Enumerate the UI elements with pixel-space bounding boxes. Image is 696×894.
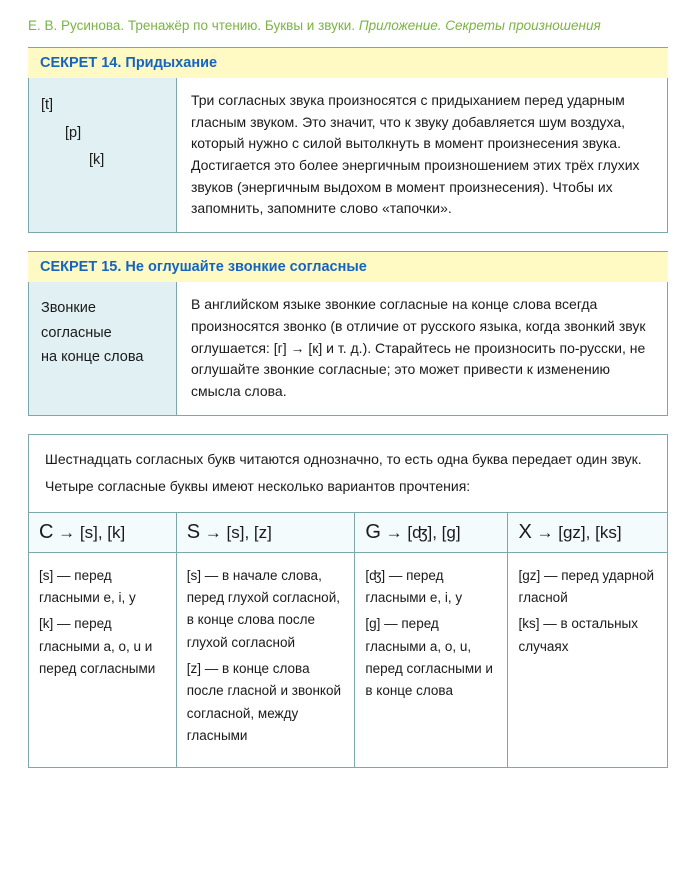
letter-body-x: [gz] — перед ударной гласной[ks] — в ост…: [507, 553, 667, 767]
secret-15-left-l3: на конце слова: [41, 345, 164, 370]
secret-14-t: [t]: [41, 92, 164, 120]
secret-14-body: Три согласных звука произносятся с приды…: [177, 78, 667, 232]
header-title-plain: Тренажёр по чтению. Буквы и звуки.: [124, 18, 359, 33]
page-header: Е. В. Русинова. Тренажёр по чтению. Букв…: [28, 18, 668, 33]
letter-head-g: G → [ʤ], [g]: [354, 513, 507, 552]
letter-head-c: C → [s], [k]: [29, 513, 176, 552]
secret-14-k: [k]: [89, 147, 164, 175]
letter-s-sounds: → [s], [z]: [200, 523, 272, 542]
letter-g-sounds: → [ʤ], [g]: [381, 523, 461, 542]
header-title-italic: Приложение. Секреты произношения: [359, 18, 601, 33]
letter-x-sounds: → [gz], [ks]: [532, 523, 622, 542]
letter-s-letter: S: [187, 521, 200, 543]
letter-head-x: X → [gz], [ks]: [507, 513, 667, 552]
secret-14-title: СЕКРЕТ 14. Придыхание: [28, 47, 668, 78]
letters-header-row: C → [s], [k] S → [s], [z] G → [ʤ], [g] X…: [29, 512, 667, 553]
info-box: Шестнадцать согласных букв читаются одно…: [28, 434, 668, 769]
secret-15-table: Звонкие согласные на конце слова В англи…: [28, 282, 668, 415]
secret-14-table: [t] [p] [k] Три согласных звука произнос…: [28, 78, 668, 233]
letter-c-letter: C: [39, 521, 53, 543]
secret-14-left: [t] [p] [k]: [29, 78, 177, 232]
info-intro: Шестнадцать согласных букв читаются одно…: [29, 435, 667, 512]
secret-15-left-l1: Звонкие: [41, 296, 164, 321]
secret-15-title: СЕКРЕТ 15. Не оглушайте звонкие согласны…: [28, 251, 668, 282]
letter-body-g: [ʤ] — перед гласными e, i, y[g] — перед …: [354, 553, 507, 767]
info-intro-l1: Шестнадцать согласных букв читаются одно…: [45, 449, 651, 471]
secret-14-p: [p]: [65, 120, 164, 148]
header-author: Е. В. Русинова.: [28, 18, 124, 33]
letter-x-letter: X: [518, 521, 531, 543]
letters-body-row: [s] — перед гласными e, i, y[k] — перед …: [29, 553, 667, 767]
letter-body-c: [s] — перед гласными e, i, y[k] — перед …: [29, 553, 176, 767]
secret-15-left-l2: согласные: [41, 321, 164, 346]
secret-15-left: Звонкие согласные на конце слова: [29, 282, 177, 414]
letter-body-s: [s] — в начале слова, перед глухой согла…: [176, 553, 355, 767]
letter-g-letter: G: [365, 521, 381, 543]
letter-c-sounds: → [s], [k]: [53, 523, 125, 542]
secret-15-body: В английском языке звонкие согласные на …: [177, 282, 667, 414]
info-intro-l2: Четыре согласные буквы имеют несколько в…: [45, 476, 651, 498]
letter-head-s: S → [s], [z]: [176, 513, 355, 552]
